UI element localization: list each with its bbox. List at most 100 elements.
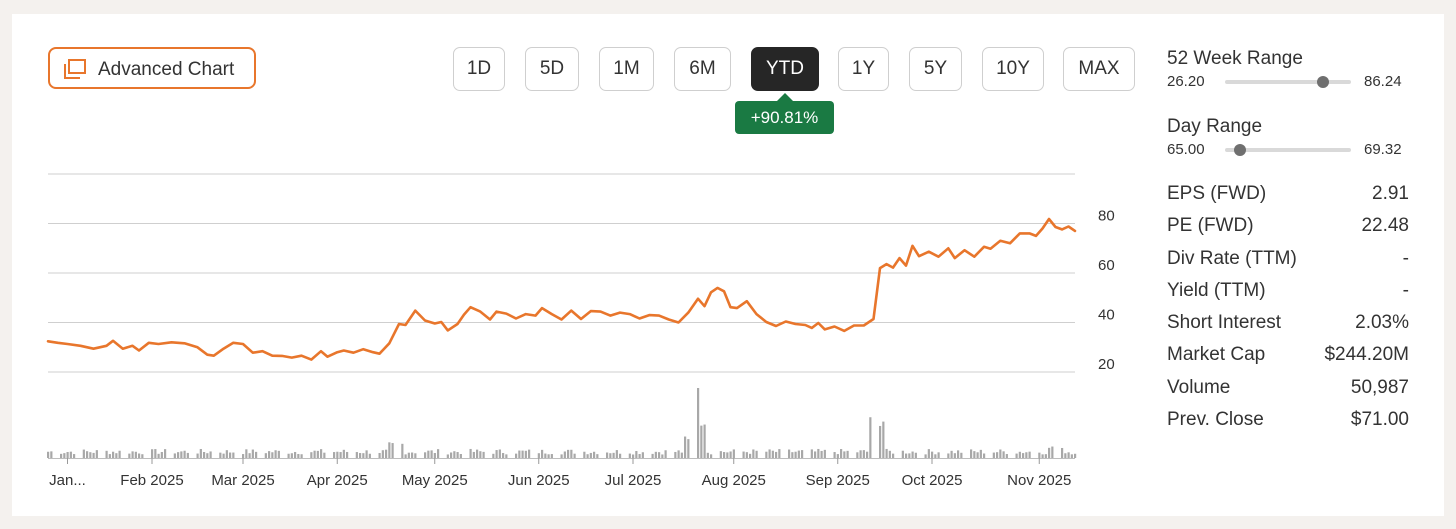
stat-row-prev-close: Prev. Close $71.00 [1167,409,1409,437]
range-button-5d[interactable]: 5D [525,47,579,91]
volume-bar [1048,447,1051,458]
range-button-ytd[interactable]: YTD [751,47,819,91]
volume-bar [92,452,95,458]
stat-label: Volume [1167,377,1231,398]
volume-bar [1038,452,1041,458]
stat-row-eps: EPS (FWD) 2.91 [1167,183,1409,211]
volume-bar [888,450,891,458]
volume-bar [729,451,732,458]
volume-bar [300,454,303,458]
volume-bar [180,451,183,458]
volume-bar [732,449,735,458]
volume-bar [632,454,635,458]
volume-bar [706,452,709,458]
volume-bar [1002,451,1005,458]
volume-bar [297,453,300,458]
x-tick-label: Aug 2025 [702,472,766,489]
volume-bars [47,388,1077,459]
x-tick-label: Jun 2025 [508,472,570,489]
week52-range-track [1225,80,1351,84]
volume-bar [342,449,345,458]
volume-bar [797,450,800,458]
volume-bar [970,449,973,458]
day-low: 65.00 [1167,141,1205,158]
volume-bar [498,449,501,458]
volume-bar [801,450,804,458]
volume-bar [86,451,89,458]
volume-bar [846,450,849,458]
volume-bar [947,453,950,458]
volume-bar [518,450,521,458]
volume-bar [245,449,248,458]
volume-bar [232,452,235,458]
range-button-max[interactable]: MAX [1063,47,1135,91]
volume-bar [794,451,797,458]
volume-bar [229,452,232,458]
volume-bar [950,450,953,458]
volume-bar [274,450,277,458]
range-button-1d[interactable]: 1D [453,47,505,91]
volume-bar [606,452,609,458]
stat-label: PE (FWD) [1167,215,1254,236]
stat-value: 2.03% [1355,312,1409,333]
stat-row-short-interest: Short Interest 2.03% [1167,312,1409,340]
volume-bar [251,449,254,458]
volume-bar [391,443,394,458]
day-range-track [1225,148,1351,152]
volume-bar [710,454,713,458]
volume-bar [450,452,453,458]
volume-bar [437,449,440,458]
volume-bar [661,454,664,458]
volume-bar [914,452,917,458]
volume-bar [745,452,748,458]
volume-bar [1025,452,1028,458]
volume-bar [862,450,865,458]
volume-bar [310,452,313,458]
volume-bar [89,452,92,458]
stat-row-market-cap: Market Cap $244.20M [1167,344,1409,372]
range-button-5y[interactable]: 5Y [909,47,962,91]
volume-bar [63,453,66,458]
volume-bar [810,449,813,458]
volume-bar [570,449,573,458]
volume-bar [957,450,960,458]
volume-bar [206,453,209,458]
volume-bar [128,453,131,458]
range-button-1y[interactable]: 1Y [838,47,889,91]
y-axis-ticks: 20 40 60 80 [1098,208,1115,374]
volume-bar [225,450,228,458]
advanced-chart-button[interactable]: Advanced Chart [48,47,256,89]
volume-bar [976,452,979,458]
volume-bar [911,451,914,458]
range-button-10y[interactable]: 10Y [982,47,1044,91]
volume-bar [550,454,553,458]
volume-bar [521,450,524,458]
volume-bar [157,453,160,458]
volume-bar [765,451,768,458]
volume-bar [999,449,1002,458]
volume-bar [823,449,826,458]
volume-bar [141,454,144,458]
volume-bar [131,451,134,458]
range-button-6m[interactable]: 6M [674,47,731,91]
stat-row-pe: PE (FWD) 22.48 [1167,215,1409,243]
volume-bar [316,450,319,458]
volume-bar [953,453,956,458]
x-tick-label: Nov 2025 [1007,472,1071,489]
y-tick-label: 80 [1098,208,1115,225]
volume-bar [446,454,449,458]
volume-bar [264,453,267,458]
range-button-1m[interactable]: 1M [599,47,654,91]
volume-bar [537,453,540,458]
volume-bar [879,425,882,458]
volume-bar [791,452,794,458]
x-tick-label: Jul 2025 [605,472,662,489]
volume-bar [164,449,167,458]
advanced-chart-icon [64,59,86,79]
volume-bar [1028,451,1031,458]
volume-bar [277,450,280,458]
volume-bar [664,450,667,458]
stat-row-div-rate: Div Rate (TTM) - [1167,248,1409,276]
volume-bar [368,453,371,458]
